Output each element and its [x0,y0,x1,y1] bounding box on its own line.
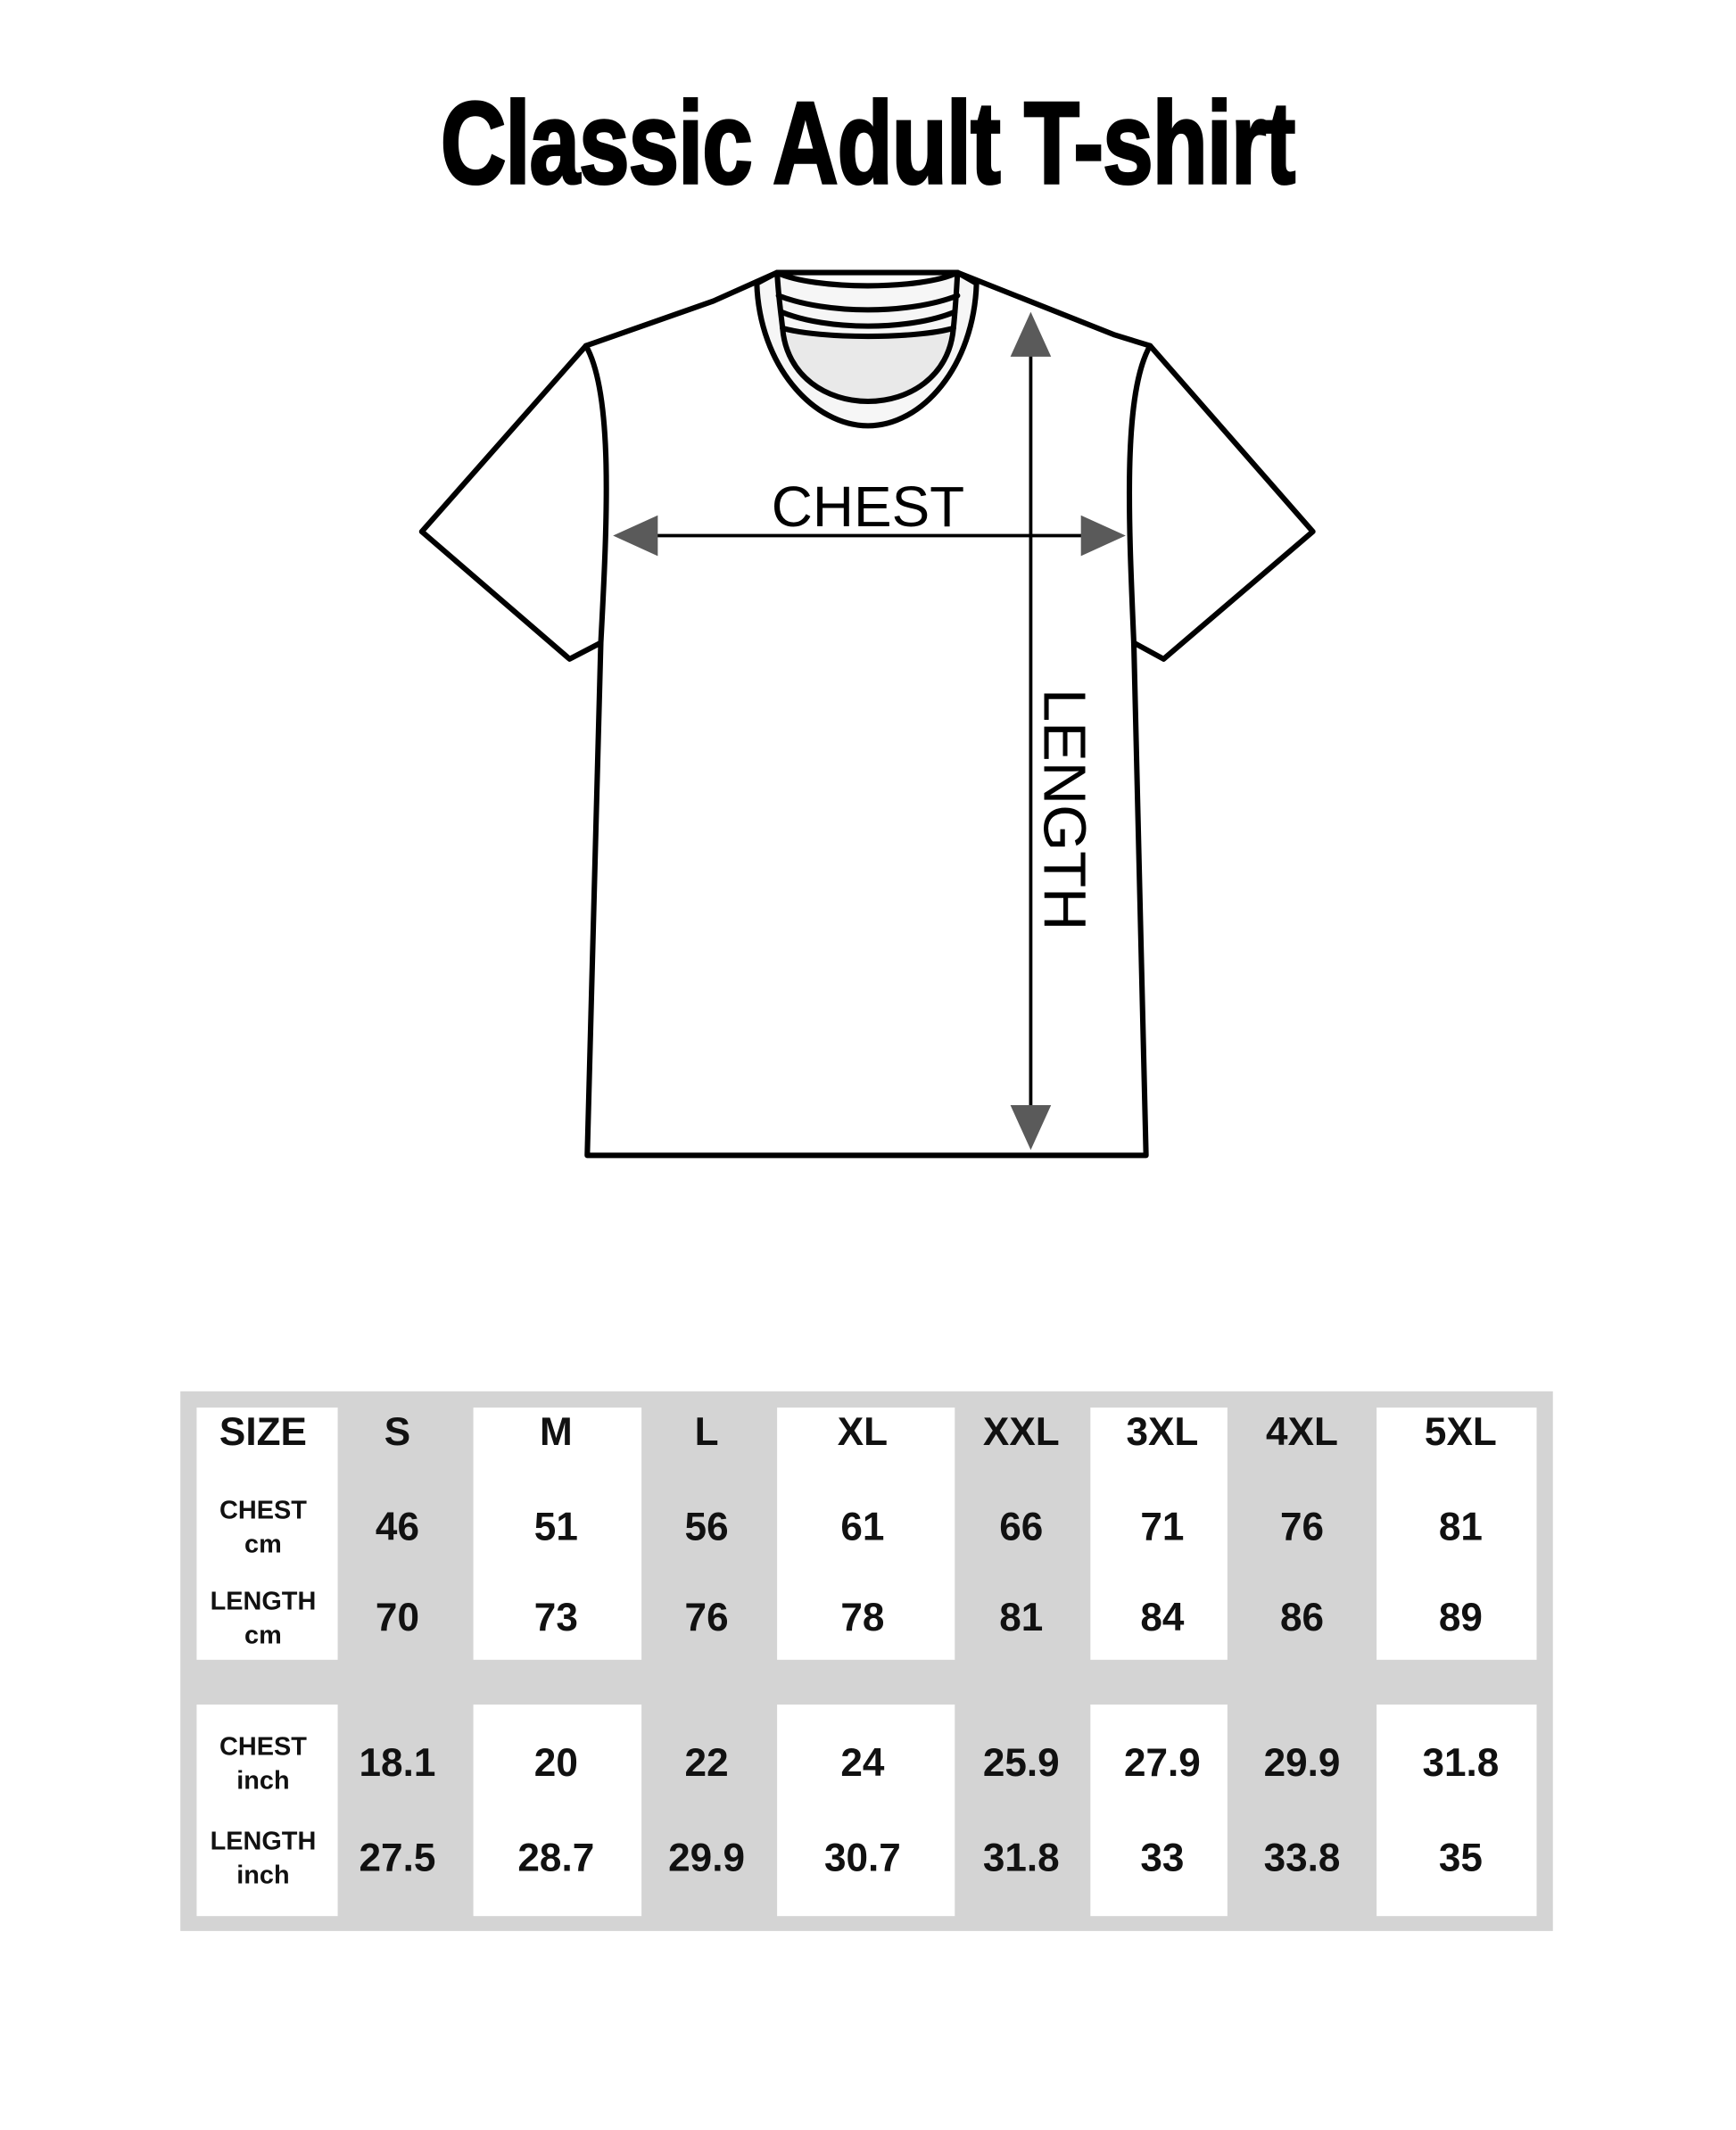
length-arrow-bottom-head [1010,1105,1052,1151]
row-label: LENGTH cm [211,1585,317,1653]
table-cell: 22 [684,1741,729,1786]
size-column-header: L [694,1410,719,1455]
table-cell: 27.9 [1123,1741,1201,1786]
table-cell: 81 [1438,1506,1483,1549]
table-cell: 78 [840,1597,885,1640]
table-column-background [777,1408,955,1660]
tshirt-diagram: CHEST LENGTH [418,269,1316,1159]
chest-arrow [613,515,1126,557]
table-cell: 29.9 [668,1837,745,1880]
size-header: SIZE [219,1410,307,1455]
page-title: Classic Adult T-shirt [0,78,1736,211]
size-column-header: XL [837,1410,889,1455]
size-column-header: XXL [982,1410,1060,1455]
size-column-header: 4XL [1266,1410,1338,1455]
table-cell: 25.9 [982,1741,1060,1786]
table-column-background [473,1408,642,1660]
size-column-header: 3XL [1126,1410,1199,1455]
table-column-background [1090,1408,1228,1660]
title-text: Classic Adult T-shirt [440,78,1297,211]
length-arrow-top-head [1010,311,1052,357]
row-label: CHEST inch [219,1730,307,1798]
row-measure: LENGTH [210,1588,317,1617]
table-column-background [1090,1705,1228,1917]
armhole-left [583,343,609,646]
table-cell: 31.8 [982,1837,1060,1880]
table-cell: 24 [840,1741,885,1786]
table-cell: 29.9 [1263,1741,1341,1786]
row-unit: inch [236,1766,290,1796]
row-measure: LENGTH [210,1828,317,1857]
table-cell: 84 [1140,1597,1185,1640]
size-column-header: 5XL [1424,1410,1497,1455]
collar-inner [780,325,956,405]
tshirt-outline [418,269,1316,1159]
table-cell: 76 [684,1597,729,1640]
table-cell: 51 [533,1506,578,1549]
table-column-background [196,1705,338,1917]
collar-side-left [774,269,786,331]
row-unit: cm [244,1622,282,1651]
table-cell: 20 [533,1741,578,1786]
table-column-background [777,1705,955,1917]
table-cell: 70 [375,1597,419,1640]
length-arrow [1010,311,1052,1151]
table-column-background [1376,1705,1537,1917]
row-measure: CHEST [219,1497,307,1526]
size-column-header: S [384,1410,411,1455]
row-label: CHEST cm [219,1494,307,1562]
table-column-background [196,1408,338,1660]
row-measure: CHEST [219,1732,307,1762]
row-unit: inch [236,1862,290,1891]
table-cell: 31.8 [1422,1741,1500,1786]
collar-rib-2 [778,309,958,329]
table-cell: 46 [375,1506,419,1549]
table-cell: 66 [999,1506,1044,1549]
table-cell: 76 [1279,1506,1325,1549]
length-label: LENGTH [1031,689,1098,930]
row-unit: cm [244,1531,282,1560]
collar-rib-1 [775,293,961,313]
table-column-background [473,1705,642,1917]
chest-label: CHEST [772,475,964,539]
table-cell: 89 [1438,1597,1483,1640]
table-cell: 81 [999,1597,1044,1640]
size-column-header: M [539,1410,573,1455]
table-cell: 28.7 [517,1837,595,1880]
table-column-background [1376,1408,1537,1660]
armhole-right [1126,343,1153,646]
table-cell: 71 [1140,1506,1185,1549]
table-cell: 30.7 [823,1837,901,1880]
table-cell: 86 [1279,1597,1325,1640]
table-cell: 73 [533,1597,578,1640]
chest-arrow-right-head [1080,515,1126,557]
row-label: LENGTH inch [211,1825,317,1893]
table-cell: 18.1 [359,1741,436,1786]
table-cell: 33.8 [1263,1837,1341,1880]
table-cell: 27.5 [359,1837,436,1880]
table-cell: 61 [840,1506,885,1549]
table-cell: 35 [1438,1837,1483,1880]
chest-arrow-left-head [613,515,658,557]
table-cell: 33 [1140,1837,1185,1880]
collar-side-right [950,269,961,331]
table-cell: 56 [684,1506,729,1549]
